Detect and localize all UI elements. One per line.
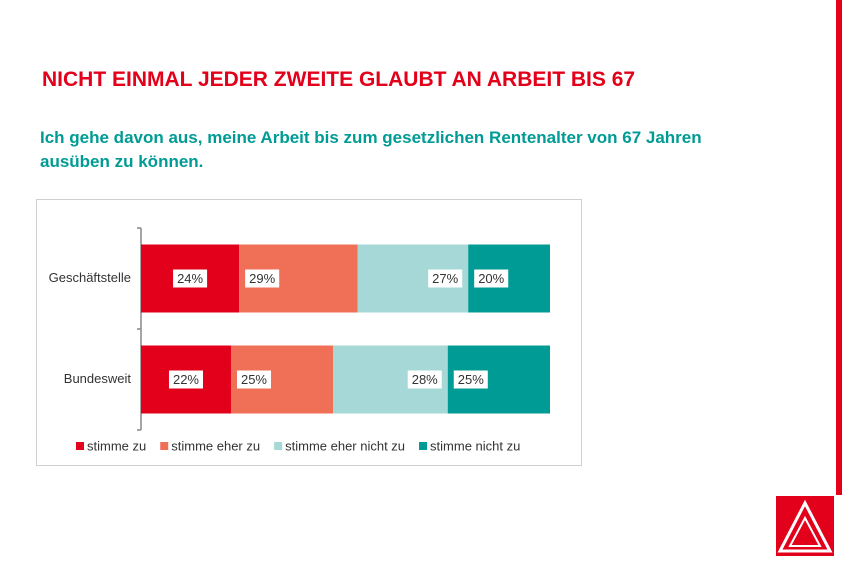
value-label-box [236,370,272,389]
legend-swatch [76,442,84,450]
value-label: 22% [173,372,199,387]
value-label: 28% [412,372,438,387]
value-label: 20% [478,271,504,286]
legend-label: stimme zu [87,438,146,453]
value-label-box [245,269,280,288]
value-label: 27% [432,271,458,286]
value-label-box [407,370,442,389]
legend-swatch [160,442,169,450]
legend-label: stimme eher nicht zu [285,438,405,453]
category-label: Geschäftstelle [49,270,131,285]
value-label-box [474,269,509,288]
value-label-box [168,370,204,389]
legend-label: stimme nicht zu [430,438,520,453]
value-label: 25% [241,372,267,387]
value-label-box [453,370,488,389]
value-label-box [428,269,463,288]
slide-title: NICHT EINMAL JEDER ZWEITE GLAUBT AN ARBE… [42,68,636,91]
legend-label: stimme eher zu [171,438,260,453]
value-label: 24% [177,271,203,286]
legend-swatch [274,442,283,450]
legend-swatch [419,442,428,450]
value-label-box [173,269,208,288]
value-label: 25% [458,372,484,387]
value-label: 29% [249,271,275,286]
category-label: Bundesweit [64,371,132,386]
chart-frame [36,199,582,466]
side-stripe [836,0,842,495]
slide-subtitle: Ich gehe davon aus, meine Arbeit bis zum… [40,128,702,171]
logo [776,496,834,556]
